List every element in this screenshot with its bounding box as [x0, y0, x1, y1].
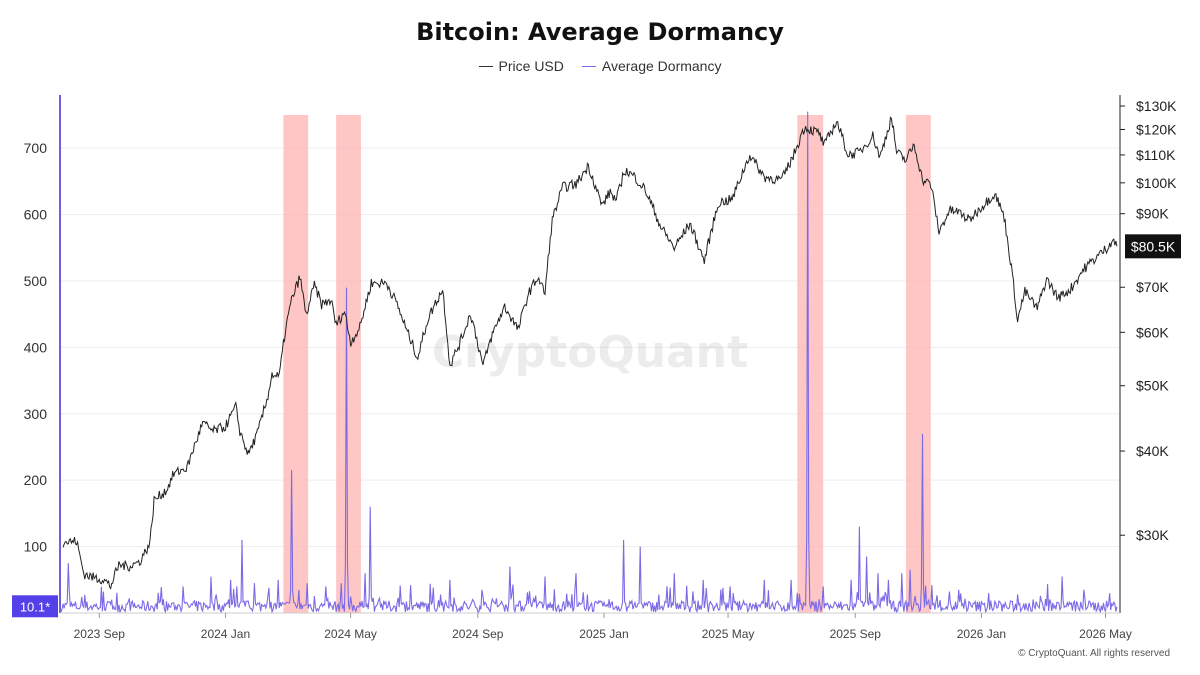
chart-title: Bitcoin: Average Dormancy	[416, 18, 784, 46]
y-right-tick-label: $30K	[1136, 527, 1169, 543]
x-tick-label: 2025 May	[702, 627, 755, 641]
x-tick-label: 2023 Sep	[74, 627, 126, 641]
y-right-tick-label: $100K	[1136, 175, 1177, 191]
x-tick-label: 2026 Jan	[957, 627, 1006, 641]
legend-label-price: Price USD	[498, 58, 564, 74]
y-left-tick-label: 300	[24, 406, 48, 422]
highlight-band	[905, 115, 931, 613]
copyright-notice: © CryptoQuant. All rights reserved	[1018, 648, 1170, 659]
y-right-tick-label: $90K	[1136, 206, 1169, 222]
x-tick-label: 2024 Jan	[201, 627, 250, 641]
y-left-tick-label: 700	[24, 140, 48, 156]
legend-item-dormancy[interactable]: Average Dormancy	[581, 58, 722, 74]
legend-label-dormancy: Average Dormancy	[601, 58, 722, 74]
legend-item-price[interactable]: Price USD	[478, 58, 564, 74]
legend-swatch-price	[478, 65, 493, 67]
y-right-tick-label: $110K	[1136, 147, 1176, 163]
legend-swatch-dormancy	[581, 65, 596, 67]
chart-legend: Price USD Average Dormancy	[0, 58, 1200, 74]
y-left-tick-label: 400	[24, 339, 48, 355]
series-price-line	[62, 116, 1118, 590]
y-right-tick-label: $60K	[1136, 324, 1169, 340]
y-right-tick-label: $70K	[1136, 279, 1169, 295]
current-price-label: $80.5K	[1131, 238, 1176, 254]
y-right-tick-label: $130K	[1136, 98, 1177, 114]
x-tick-label: 2026 May	[1079, 627, 1132, 641]
y-right-tick-label: $40K	[1136, 443, 1169, 459]
y-right-tick-label: $50K	[1136, 378, 1169, 394]
highlight-band	[336, 115, 361, 613]
y-left-tick-label: 100	[24, 539, 48, 555]
y-right-tick-label: $120K	[1136, 121, 1177, 137]
current-dormancy-badge	[12, 595, 58, 618]
y-left-tick-label: 500	[24, 273, 48, 289]
current-price-badge	[1125, 234, 1181, 259]
x-tick-label: 2025 Sep	[830, 627, 882, 641]
series-dormancy-line	[60, 111, 1118, 614]
y-left-tick-label: 600	[24, 207, 48, 223]
highlight-band	[283, 115, 309, 613]
x-tick-label: 2024 May	[324, 627, 377, 641]
highlight-band	[797, 115, 824, 613]
x-tick-label: 2025 Jan	[579, 627, 628, 641]
x-tick-label: 2024 Sep	[452, 627, 504, 641]
current-dormancy-label: 10.1*	[20, 599, 50, 614]
y-left-tick-label: 200	[24, 472, 48, 488]
watermark-text: CryptoQuant	[432, 327, 748, 378]
